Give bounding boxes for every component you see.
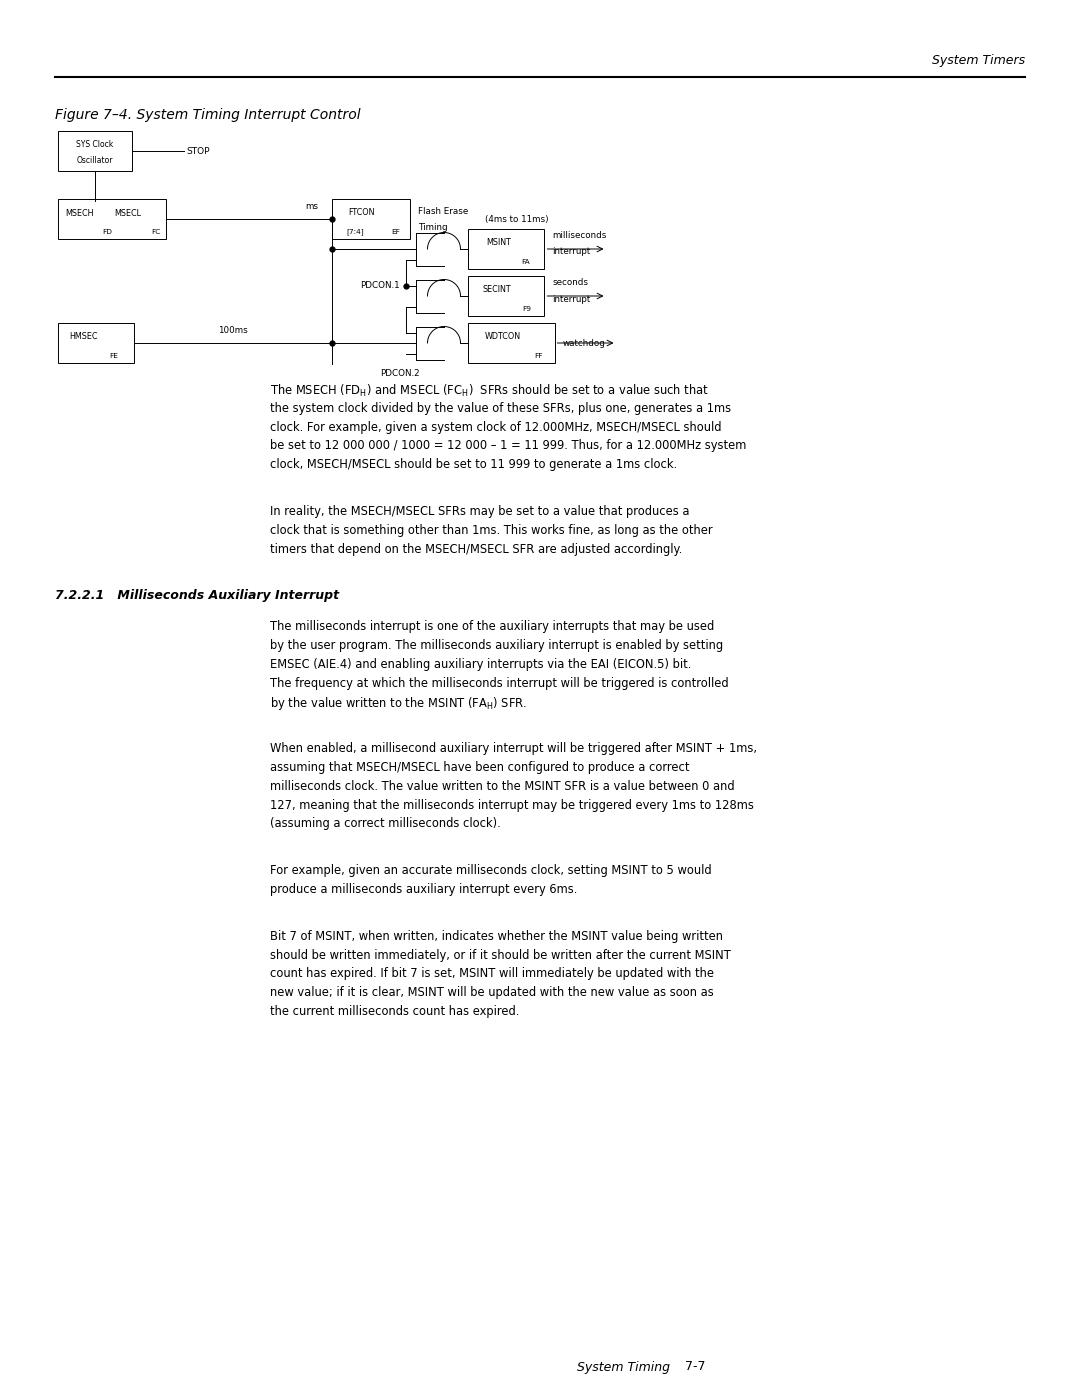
Text: MSECL: MSECL — [114, 210, 141, 218]
Text: In reality, the MSECH/MSECL SFRs may be set to a value that produces a: In reality, the MSECH/MSECL SFRs may be … — [270, 504, 689, 518]
Text: FE: FE — [109, 353, 119, 359]
Text: WDTCON: WDTCON — [485, 331, 521, 341]
Text: seconds: seconds — [553, 278, 589, 286]
FancyBboxPatch shape — [469, 229, 544, 270]
Text: assuming that MSECH/MSECL have been configured to produce a correct: assuming that MSECH/MSECL have been conf… — [270, 761, 689, 774]
Text: 7.2.2.1   Milliseconds Auxiliary Interrupt: 7.2.2.1 Milliseconds Auxiliary Interrupt — [55, 590, 339, 602]
Text: produce a milliseconds auxiliary interrupt every 6ms.: produce a milliseconds auxiliary interru… — [270, 883, 578, 895]
Text: the current milliseconds count has expired.: the current milliseconds count has expir… — [270, 1004, 519, 1018]
FancyBboxPatch shape — [58, 198, 166, 239]
Text: new value; if it is clear, MSINT will be updated with the new value as soon as: new value; if it is clear, MSINT will be… — [270, 986, 714, 999]
FancyBboxPatch shape — [58, 131, 132, 170]
Text: milliseconds: milliseconds — [553, 231, 607, 239]
Text: SECINT: SECINT — [482, 285, 511, 293]
Text: the system clock divided by the value of these SFRs, plus one, generates a 1ms: the system clock divided by the value of… — [270, 402, 731, 415]
Text: (4ms to 11ms): (4ms to 11ms) — [485, 215, 549, 224]
Text: Bit 7 of MSINT, when written, indicates whether the MSINT value being written: Bit 7 of MSINT, when written, indicates … — [270, 930, 723, 943]
Text: FTCON: FTCON — [349, 208, 375, 217]
Text: F9: F9 — [522, 306, 531, 312]
Text: Figure 7–4. System Timing Interrupt Control: Figure 7–4. System Timing Interrupt Cont… — [55, 108, 361, 122]
Text: Timing: Timing — [418, 224, 447, 232]
Text: timers that depend on the MSECH/MSECL SFR are adjusted accordingly.: timers that depend on the MSECH/MSECL SF… — [270, 542, 683, 556]
Text: ms: ms — [306, 203, 319, 211]
Text: 7-7: 7-7 — [685, 1361, 705, 1373]
Text: clock. For example, given a system clock of 12.000MHz, MSECH/MSECL should: clock. For example, given a system clock… — [270, 420, 721, 433]
Text: clock, MSECH/MSECL should be set to 11 999 to generate a 1ms clock.: clock, MSECH/MSECL should be set to 11 9… — [270, 458, 677, 471]
Text: FC: FC — [151, 229, 161, 235]
Text: 127, meaning that the milliseconds interrupt may be triggered every 1ms to 128ms: 127, meaning that the milliseconds inter… — [270, 799, 754, 812]
Text: by the user program. The milliseconds auxiliary interrupt is enabled by setting: by the user program. The milliseconds au… — [270, 638, 724, 652]
Text: interrupt: interrupt — [553, 295, 591, 303]
Text: For example, given an accurate milliseconds clock, setting MSINT to 5 would: For example, given an accurate milliseco… — [270, 865, 712, 877]
Text: The frequency at which the milliseconds interrupt will be triggered is controlle: The frequency at which the milliseconds … — [270, 676, 729, 690]
Text: by the value written to the MSINT (FA$_\mathregular{H}$) SFR.: by the value written to the MSINT (FA$_\… — [270, 696, 527, 712]
Text: Oscillator: Oscillator — [77, 155, 113, 165]
Text: STOP: STOP — [186, 147, 210, 155]
Text: EF: EF — [392, 229, 401, 235]
Text: EMSEC (AIE.4) and enabling auxiliary interrupts via the EAI (EICON.5) bit.: EMSEC (AIE.4) and enabling auxiliary int… — [270, 658, 691, 671]
Text: FD: FD — [103, 229, 112, 235]
Text: watchdog: watchdog — [563, 338, 606, 348]
Text: SYS Clock: SYS Clock — [77, 140, 113, 148]
Text: FF: FF — [535, 353, 543, 359]
Text: PDCON.1: PDCON.1 — [361, 281, 400, 291]
Text: clock that is something other than 1ms. This works fine, as long as the other: clock that is something other than 1ms. … — [270, 524, 713, 536]
Text: be set to 12 000 000 / 1000 = 12 000 – 1 = 11 999. Thus, for a 12.000MHz system: be set to 12 000 000 / 1000 = 12 000 – 1… — [270, 440, 746, 453]
Text: HMSEC: HMSEC — [70, 331, 98, 341]
Text: PDCON.2: PDCON.2 — [380, 369, 420, 377]
Text: (assuming a correct milliseconds clock).: (assuming a correct milliseconds clock). — [270, 817, 501, 830]
Text: 100ms: 100ms — [218, 326, 248, 335]
FancyBboxPatch shape — [469, 323, 554, 363]
Text: count has expired. If bit 7 is set, MSINT will immediately be updated with the: count has expired. If bit 7 is set, MSIN… — [270, 967, 714, 981]
FancyBboxPatch shape — [332, 198, 410, 239]
Text: Flash Erase: Flash Erase — [418, 207, 469, 215]
Text: System Timers: System Timers — [932, 54, 1025, 67]
Text: MSINT: MSINT — [486, 237, 511, 247]
Text: FA: FA — [522, 258, 530, 265]
Text: The milliseconds interrupt is one of the auxiliary interrupts that may be used: The milliseconds interrupt is one of the… — [270, 620, 714, 633]
Text: interrupt: interrupt — [553, 247, 591, 257]
Text: should be written immediately, or if it should be written after the current MSIN: should be written immediately, or if it … — [270, 949, 731, 961]
Text: When enabled, a millisecond auxiliary interrupt will be triggered after MSINT + : When enabled, a millisecond auxiliary in… — [270, 742, 757, 756]
Text: [7:4]: [7:4] — [346, 228, 364, 235]
Text: milliseconds clock. The value written to the MSINT SFR is a value between 0 and: milliseconds clock. The value written to… — [270, 780, 734, 793]
FancyBboxPatch shape — [469, 277, 544, 316]
Text: System Timing: System Timing — [577, 1361, 670, 1373]
FancyBboxPatch shape — [58, 323, 134, 363]
Text: The MSECH (FD$_\mathregular{H}$) and MSECL (FC$_\mathregular{H}$)  SFRs should b: The MSECH (FD$_\mathregular{H}$) and MSE… — [270, 383, 710, 400]
Text: MSECH: MSECH — [66, 210, 94, 218]
